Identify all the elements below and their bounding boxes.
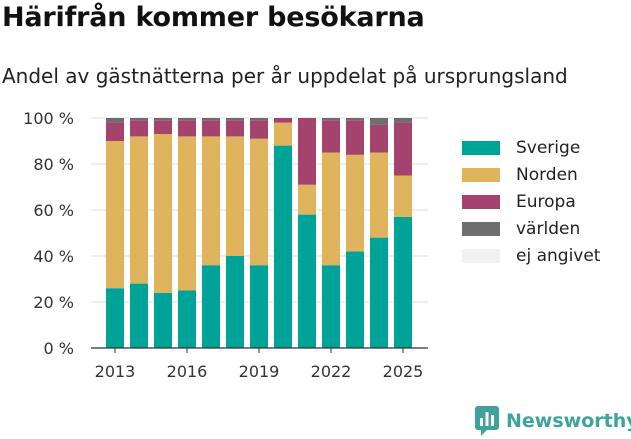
bar-segment xyxy=(202,118,220,121)
y-tick-label: 0 % xyxy=(44,339,74,358)
bar-segment xyxy=(178,120,196,137)
bars xyxy=(106,118,412,348)
legend-swatch xyxy=(462,167,500,182)
bar-segment xyxy=(154,120,172,135)
bar-segment xyxy=(346,154,364,252)
x-tick-label: 2025 xyxy=(383,362,424,381)
newsworthy-logo-icon xyxy=(475,406,499,436)
chart-title: Härifrån kommer besökarna xyxy=(2,2,425,33)
legend: Sverige Norden Europa världen ej angivet xyxy=(462,134,600,269)
bar-segment xyxy=(250,118,268,121)
legend-item: Sverige xyxy=(462,134,600,161)
bar-segment xyxy=(202,265,220,348)
bar-segment xyxy=(178,290,196,348)
bar-segment xyxy=(130,120,148,137)
bar-segment xyxy=(370,118,388,125)
bar-segment xyxy=(298,118,316,185)
y-tick-label: 20 % xyxy=(33,293,74,312)
bar-segment xyxy=(394,175,412,217)
bar-segment xyxy=(202,136,220,266)
bar-segment xyxy=(370,237,388,348)
bar-segment xyxy=(274,145,292,348)
x-tick-label: 2019 xyxy=(239,362,280,381)
bar-segment xyxy=(226,256,244,348)
bar-segment xyxy=(322,265,340,348)
bar-segment xyxy=(106,141,124,289)
axes: 0 % 20 % 40 % 60 % 80 % 100 % 2013 2016 2019 2022… xyxy=(23,109,428,381)
bar-segment xyxy=(226,120,244,137)
y-tick-label: 80 % xyxy=(33,155,74,174)
y-tick-label: 40 % xyxy=(33,247,74,266)
legend-item: världen xyxy=(462,215,600,242)
bar-segment xyxy=(106,122,124,141)
legend-item: Europa xyxy=(462,188,600,215)
bar-segment xyxy=(130,118,148,121)
legend-label: Sverige xyxy=(516,137,581,158)
bar-segment xyxy=(298,214,316,348)
bar-segment xyxy=(394,118,412,123)
bar-segment xyxy=(298,184,316,215)
bar-segment xyxy=(250,265,268,348)
x-tick-label: 2013 xyxy=(95,362,136,381)
bar-segment xyxy=(154,134,172,293)
legend-label: världen xyxy=(516,218,581,239)
bar-segment xyxy=(274,122,292,146)
y-tick-label: 60 % xyxy=(33,201,74,220)
bar-segment xyxy=(226,118,244,121)
legend-label: Norden xyxy=(516,164,578,185)
x-tick-label: 2022 xyxy=(311,362,352,381)
bar-segment xyxy=(106,288,124,348)
bar-segment xyxy=(154,292,172,348)
legend-item: ej angivet xyxy=(462,242,600,269)
bar-segment xyxy=(202,120,220,137)
bar-segment xyxy=(154,118,172,121)
bar-segment xyxy=(346,118,364,121)
bar-segment xyxy=(250,120,268,139)
legend-swatch xyxy=(462,194,500,209)
bar-segment xyxy=(130,283,148,348)
bar-segment xyxy=(130,136,148,284)
x-tick-label: 2016 xyxy=(167,362,208,381)
legend-item: Norden xyxy=(462,161,600,188)
bar-segment xyxy=(370,152,388,238)
bar-segment xyxy=(178,136,196,291)
bar-segment xyxy=(370,124,388,153)
bar-segment xyxy=(394,122,412,176)
legend-label: Europa xyxy=(516,191,576,212)
brand-name: Newsworthy xyxy=(506,410,631,432)
bar-segment xyxy=(394,216,412,348)
bar-segment xyxy=(274,118,292,123)
bar-segment xyxy=(250,138,268,266)
chart-subtitle: Andel av gästnätterna per år uppdelat på… xyxy=(2,64,568,88)
legend-swatch xyxy=(462,248,500,263)
bar-segment xyxy=(346,120,364,155)
bar-segment xyxy=(322,120,340,153)
legend-swatch xyxy=(462,221,500,236)
legend-label: ej angivet xyxy=(516,245,601,266)
bar-segment xyxy=(178,118,196,121)
bar-segment xyxy=(346,251,364,348)
bar-segment xyxy=(322,152,340,266)
y-tick-label: 100 % xyxy=(23,109,74,128)
bar-segment xyxy=(322,118,340,121)
brand: Newsworthy xyxy=(475,406,631,436)
bar-segment xyxy=(106,118,124,123)
bar-segment xyxy=(226,136,244,256)
legend-swatch xyxy=(462,140,500,155)
